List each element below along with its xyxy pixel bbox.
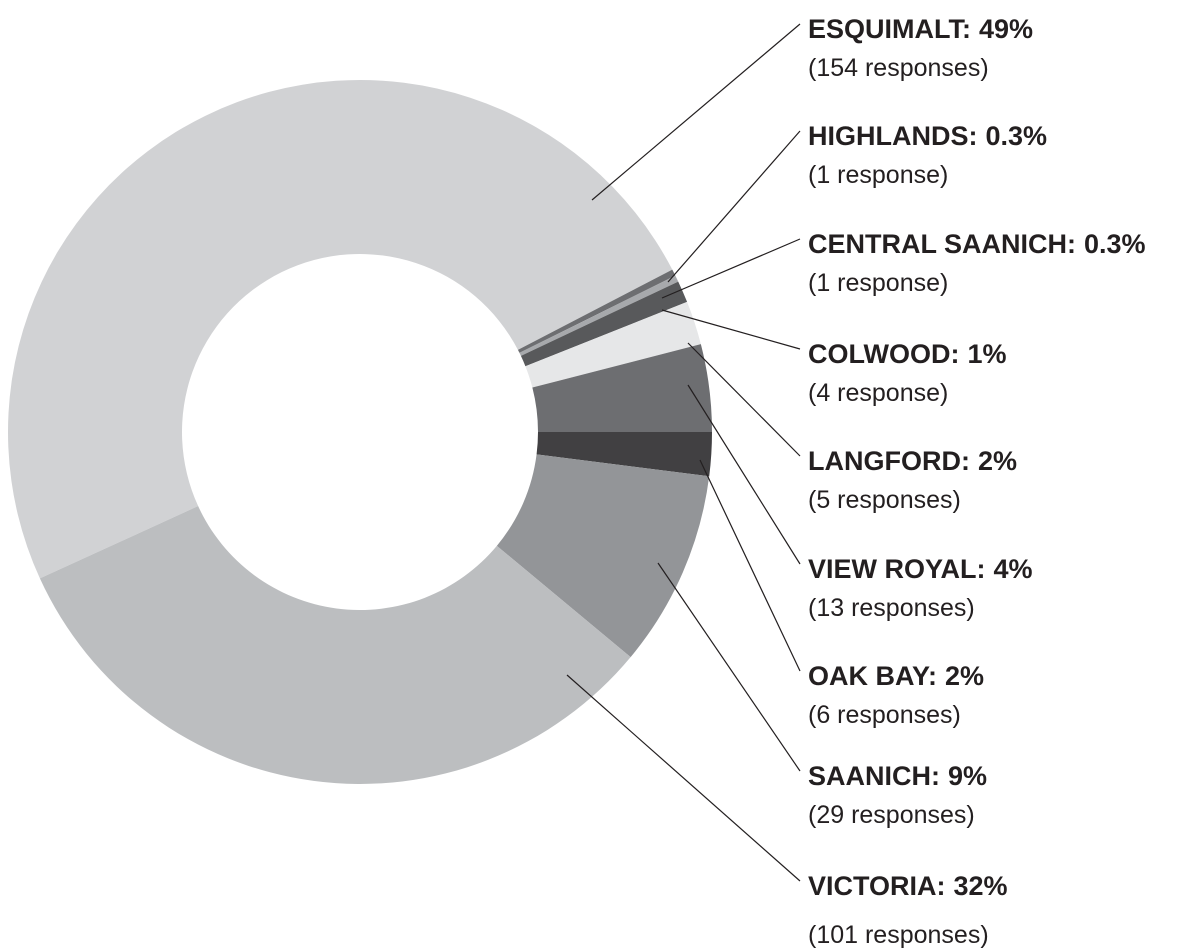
category-name: VIEW ROYAL:: [808, 554, 986, 584]
leader-line: [687, 384, 801, 565]
donut-slice: [520, 281, 688, 367]
category-name: LANGFORD:: [808, 446, 970, 476]
leader-line: [667, 130, 801, 283]
donut-slice: [496, 454, 710, 658]
leader-line: [591, 23, 801, 201]
slice-label: VIEW ROYAL: 4%: [808, 554, 1033, 584]
value-label: 2%: [945, 661, 984, 691]
category-name: HIGHLANDS:: [808, 121, 978, 151]
category-name: SAANICH:: [808, 761, 940, 791]
slice-label: ESQUIMALT: 49%: [808, 14, 1033, 44]
response-count: (154 responses): [808, 54, 989, 82]
value-label: 0.3%: [986, 121, 1048, 151]
leader-line: [657, 562, 801, 772]
response-count: (1 response): [808, 161, 948, 189]
response-count: (4 response): [808, 379, 948, 407]
slice-label: HIGHLANDS: 0.3%: [808, 121, 1047, 151]
category-name: ESQUIMALT:: [808, 14, 971, 44]
donut-slice: [525, 301, 701, 388]
value-label: 32%: [954, 871, 1008, 901]
slice-label: VICTORIA: 32%: [808, 871, 1008, 901]
value-label: 2%: [978, 446, 1017, 476]
value-label: 4%: [994, 554, 1033, 584]
donut-slice: [517, 269, 676, 353]
response-count: (101 responses): [808, 921, 989, 948]
donut-slice: [7, 79, 673, 579]
response-count: (29 responses): [808, 801, 975, 829]
donut-slice: [39, 506, 631, 784]
category-name: COLWOOD:: [808, 339, 959, 369]
slice-label: SAANICH: 9%: [808, 761, 987, 791]
donut-slice: [536, 432, 712, 477]
value-label: 0.3%: [1084, 229, 1146, 259]
value-label: 1%: [967, 339, 1006, 369]
leader-line: [661, 238, 801, 299]
response-count: (1 response): [808, 269, 948, 297]
slice-label: CENTRAL SAANICH: 0.3%: [808, 229, 1146, 259]
leader-line: [566, 674, 801, 882]
slice-label: OAK BAY: 2%: [808, 661, 984, 691]
leader-line: [699, 459, 801, 672]
response-count: (5 responses): [808, 486, 961, 514]
response-count: (6 responses): [808, 701, 961, 729]
category-name: CENTRAL SAANICH:: [808, 229, 1076, 259]
leader-line: [661, 309, 801, 350]
slice-label: COLWOOD: 1%: [808, 339, 1007, 369]
value-label: 9%: [948, 761, 987, 791]
leader-line: [687, 342, 801, 457]
slice-label: LANGFORD: 2%: [808, 446, 1017, 476]
donut-slice: [519, 275, 679, 356]
category-name: OAK BAY:: [808, 661, 937, 691]
donut-slice: [532, 344, 712, 432]
response-count: (13 responses): [808, 594, 975, 622]
value-label: 49%: [979, 14, 1033, 44]
category-name: VICTORIA:: [808, 871, 946, 901]
